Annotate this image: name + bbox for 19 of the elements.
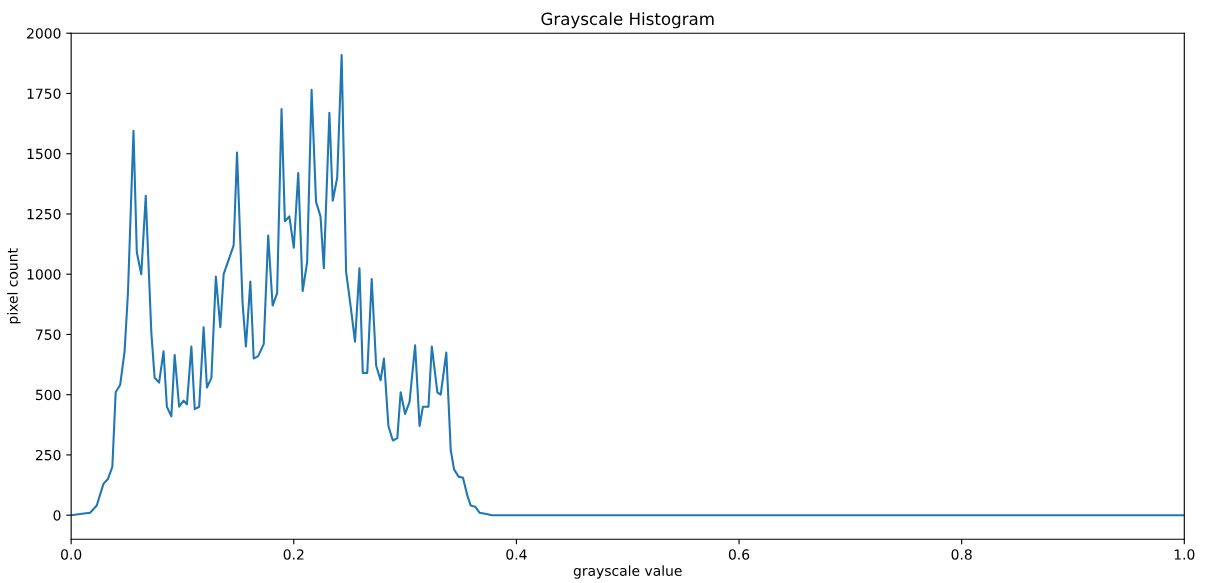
y-tick-label: 2000 — [27, 28, 61, 39]
x-tick-label: 0.4 — [506, 549, 527, 560]
x-tick-label: 0.0 — [61, 549, 82, 560]
y-tick-label: 0 — [53, 510, 61, 521]
y-tick-label: 250 — [35, 449, 61, 461]
x-tick-label: 0.8 — [951, 549, 972, 560]
y-tick-label: 1500 — [27, 148, 61, 160]
y-tick-label: 500 — [35, 389, 61, 401]
y-tick-label: 1000 — [27, 269, 61, 280]
x-tick-label: 0.6 — [728, 549, 750, 560]
y-axis-title: pixel count — [7, 248, 21, 324]
y-tick-label: 1250 — [27, 208, 61, 220]
y-tick-label: 1750 — [27, 88, 61, 99]
y-tick-label: 750 — [36, 329, 61, 340]
x-tick-label: 0.2 — [283, 549, 304, 560]
line-series — [71, 53, 1185, 517]
x-tick-label: 1.0 — [1174, 549, 1195, 560]
x-axis-title: grayscale value — [573, 565, 682, 579]
chart-title: Grayscale Histogram — [541, 12, 714, 29]
